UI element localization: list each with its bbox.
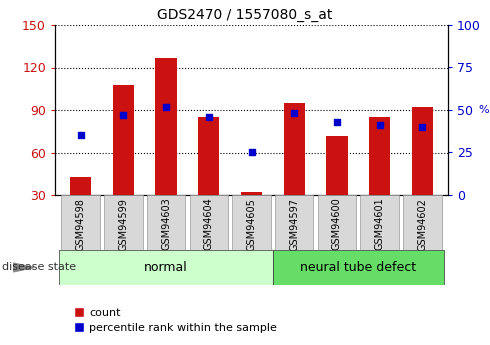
Text: GSM94597: GSM94597 [289,198,299,251]
Bar [361,195,399,250]
Bar [275,195,314,250]
Point [333,119,341,125]
Text: GSM94601: GSM94601 [375,198,385,250]
Bar [104,195,143,250]
Bar [326,136,347,237]
Text: GSM94600: GSM94600 [332,198,342,250]
Bar [59,250,273,285]
Bar [113,85,134,237]
Bar [403,195,441,250]
Point [247,150,255,155]
Bar [318,195,356,250]
Bar [61,195,100,250]
Point [120,112,127,118]
Text: GSM94605: GSM94605 [246,198,256,250]
Bar [190,195,228,250]
Bar [155,58,177,237]
Bar [70,177,91,237]
Bar [412,107,433,237]
Point [205,114,213,120]
Bar [273,250,444,285]
Point [290,111,298,116]
Text: GSM94598: GSM94598 [75,198,86,250]
Point [77,133,85,138]
Point [162,104,170,109]
Bar [147,195,185,250]
Text: GSM94604: GSM94604 [204,198,214,250]
Text: GSM94602: GSM94602 [417,198,427,250]
Legend: count, percentile rank within the sample: count, percentile rank within the sample [71,303,282,338]
Bar [369,117,391,237]
Text: normal: normal [144,261,188,274]
Bar [198,117,220,237]
Point [376,122,384,128]
Text: disease state: disease state [2,263,76,273]
Text: neural tube defect: neural tube defect [300,261,416,274]
Y-axis label: %: % [478,105,489,115]
Text: GSM94603: GSM94603 [161,198,171,250]
Point [418,124,426,130]
Bar [232,195,270,250]
Bar [241,192,262,237]
Text: GSM94599: GSM94599 [119,198,128,250]
Text: GDS2470 / 1557080_s_at: GDS2470 / 1557080_s_at [157,8,333,22]
Bar [284,103,305,237]
Polygon shape [13,263,34,272]
